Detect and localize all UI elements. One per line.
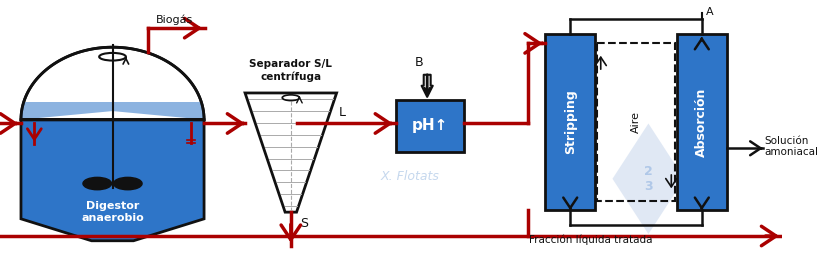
- Text: 2
3: 2 3: [643, 165, 652, 193]
- Text: pH↑: pH↑: [411, 118, 448, 133]
- FancyBboxPatch shape: [545, 34, 595, 210]
- FancyBboxPatch shape: [676, 34, 726, 210]
- FancyBboxPatch shape: [396, 100, 464, 152]
- Polygon shape: [49, 86, 113, 186]
- Text: X. Flotats: X. Flotats: [380, 170, 439, 183]
- Ellipse shape: [83, 177, 111, 190]
- Ellipse shape: [113, 177, 142, 190]
- Text: Digestor
anaerobio: Digestor anaerobio: [81, 201, 143, 223]
- Text: Solución
amoniacal: Solución amoniacal: [764, 135, 817, 157]
- Text: Absorción: Absorción: [695, 87, 708, 157]
- Polygon shape: [21, 120, 204, 241]
- Polygon shape: [21, 47, 204, 120]
- Text: S: S: [300, 217, 308, 230]
- FancyArrowPatch shape: [421, 75, 432, 97]
- Polygon shape: [245, 93, 336, 212]
- Text: A: A: [705, 7, 713, 17]
- Text: Biogás: Biogás: [156, 15, 193, 25]
- Text: Aire: Aire: [631, 111, 640, 133]
- Text: B: B: [414, 56, 423, 69]
- Text: Stripping: Stripping: [563, 90, 576, 155]
- Polygon shape: [21, 102, 204, 120]
- Text: L: L: [338, 106, 345, 119]
- Text: Separador S/L
centrífuga: Separador S/L centrífuga: [249, 59, 332, 82]
- Text: 2
3: 2 3: [77, 122, 85, 150]
- Polygon shape: [612, 124, 684, 234]
- Text: Fracción líquida tratada: Fracción líquida tratada: [529, 234, 652, 245]
